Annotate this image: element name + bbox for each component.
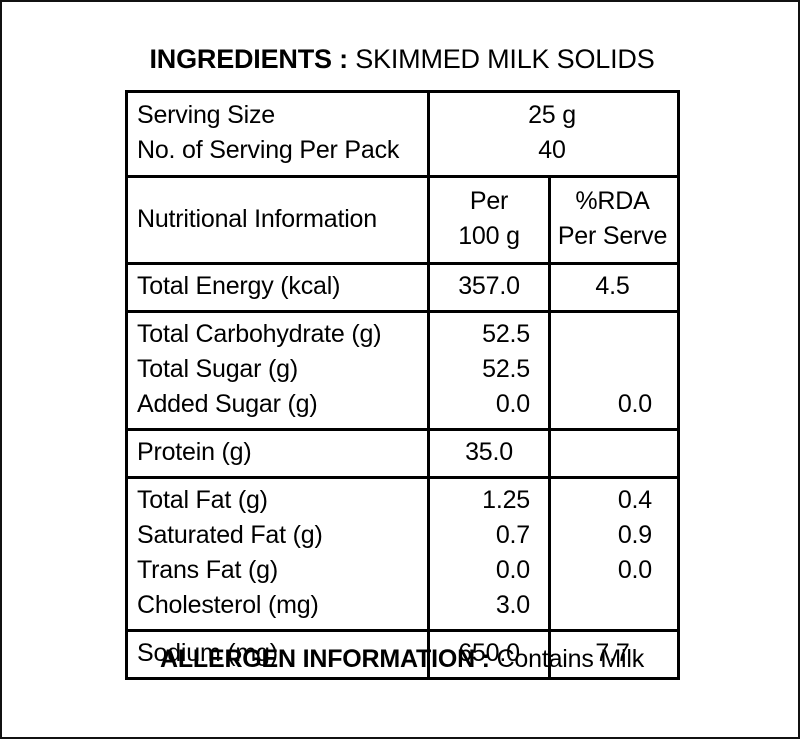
ingredients-label: INGREDIENTS : bbox=[149, 44, 349, 74]
table-group-column-headers: Nutritional Information Per 100 g %RDA P… bbox=[128, 178, 677, 265]
table-group-sodium: Sodium (mg) 650.0 7.7 bbox=[128, 632, 677, 677]
group-rda-cell: 0.0 bbox=[551, 313, 674, 428]
group-per-100g-cell: 650.0 bbox=[430, 632, 551, 677]
table-row-label: Total Fat (g) bbox=[137, 486, 268, 514]
table-row-per-100g: 3.0 bbox=[495, 591, 530, 619]
table-group-serving: Serving Size No. of Serving Per Pack 25 … bbox=[128, 93, 677, 178]
column-header-rda-cell: %RDA Per Serve bbox=[551, 178, 674, 262]
ingredients-value: SKIMMED MILK SOLIDS bbox=[355, 44, 655, 74]
table-row-rda: 7.7 bbox=[595, 639, 630, 667]
table-group-carbohydrate: Total Carbohydrate (g) Total Sugar (g) A… bbox=[128, 313, 677, 431]
group-labels-cell: Total Energy (kcal) bbox=[128, 265, 430, 310]
table-row-per-100g: 650.0 bbox=[458, 639, 520, 667]
table-row-rda: 0.4 bbox=[617, 486, 652, 514]
table-row-label: Saturated Fat (g) bbox=[137, 521, 323, 549]
column-header-per-100g-cell: Per 100 g bbox=[430, 178, 551, 262]
group-per-100g-cell: 35.0 bbox=[430, 431, 551, 476]
table-row-label: Total Energy (kcal) bbox=[137, 272, 341, 300]
table-row-label: Protein (g) bbox=[137, 438, 252, 466]
table-row-label: Total Sugar (g) bbox=[137, 355, 298, 383]
group-per-100g-cell: 357.0 bbox=[430, 265, 551, 310]
table-row-label: Total Carbohydrate (g) bbox=[137, 320, 382, 348]
table-row-label: Sodium (mg) bbox=[137, 639, 278, 667]
table-row-rda: 4.5 bbox=[595, 272, 630, 300]
table-row-label: Serving Size bbox=[137, 101, 275, 129]
allergen-value: Contains Milk bbox=[496, 645, 645, 673]
column-header-per-100g-line1: Per bbox=[469, 187, 509, 215]
allergen-information-line: ALLERGEN INFORMATION : Contains Milk bbox=[2, 643, 798, 675]
table-row-per-100g: 0.0 bbox=[495, 390, 530, 418]
serving-values-cell: 25 g 40 bbox=[430, 93, 674, 175]
table-row-label: Cholesterol (mg) bbox=[137, 591, 319, 619]
table-group-protein: Protein (g) 35.0 bbox=[128, 431, 677, 479]
table-row-rda: 0.0 bbox=[617, 390, 652, 418]
table-row-label: No. of Serving Per Pack bbox=[137, 136, 400, 164]
table-row-rda: 0.9 bbox=[617, 521, 652, 549]
group-rda-cell bbox=[551, 431, 674, 476]
table-row-per-100g: 0.7 bbox=[495, 521, 530, 549]
column-header-rda-line1: %RDA bbox=[575, 187, 650, 215]
table-row-per-100g: 357.0 bbox=[458, 272, 520, 300]
column-header-per-100g-line2: 100 g bbox=[458, 222, 520, 250]
allergen-label: ALLERGEN INFORMATION : bbox=[159, 645, 490, 673]
group-labels-cell: Total Carbohydrate (g) Total Sugar (g) A… bbox=[128, 313, 430, 428]
table-row-per-100g: 0.0 bbox=[495, 556, 530, 584]
group-per-100g-cell: 1.25 0.7 0.0 3.0 bbox=[430, 479, 551, 629]
table-row-value: 25 g bbox=[528, 101, 576, 129]
table-row-rda: 0.0 bbox=[617, 556, 652, 584]
table-row-value: 40 bbox=[538, 136, 566, 164]
group-rda-cell: 0.4 0.9 0.0 bbox=[551, 479, 674, 629]
column-header-nutrient: Nutritional Information bbox=[137, 204, 377, 233]
table-row-per-100g: 52.5 bbox=[482, 355, 530, 383]
table-group-fat: Total Fat (g) Saturated Fat (g) Trans Fa… bbox=[128, 479, 677, 632]
table-row-label: Trans Fat (g) bbox=[137, 556, 278, 584]
table-group-energy: Total Energy (kcal) 357.0 4.5 bbox=[128, 265, 677, 313]
column-header-rda-line2: Per Serve bbox=[557, 222, 668, 250]
table-row-per-100g: 52.5 bbox=[482, 320, 530, 348]
group-per-100g-cell: 52.5 52.5 0.0 bbox=[430, 313, 551, 428]
group-labels-cell: Protein (g) bbox=[128, 431, 430, 476]
group-rda-cell: 7.7 bbox=[551, 632, 674, 677]
nutritional-information-header-cell: Nutritional Information bbox=[128, 178, 430, 262]
serving-labels-cell: Serving Size No. of Serving Per Pack bbox=[128, 93, 430, 175]
group-labels-cell: Total Fat (g) Saturated Fat (g) Trans Fa… bbox=[128, 479, 430, 629]
table-row-label: Added Sugar (g) bbox=[137, 390, 318, 418]
ingredients-line: INGREDIENTS : SKIMMED MILK SOLIDS bbox=[2, 42, 798, 76]
table-row-per-100g: 1.25 bbox=[482, 486, 530, 514]
group-rda-cell: 4.5 bbox=[551, 265, 674, 310]
table-row-per-100g: 35.0 bbox=[465, 438, 513, 466]
nutrition-facts-table: Serving Size No. of Serving Per Pack 25 … bbox=[125, 90, 680, 680]
group-labels-cell: Sodium (mg) bbox=[128, 632, 430, 677]
